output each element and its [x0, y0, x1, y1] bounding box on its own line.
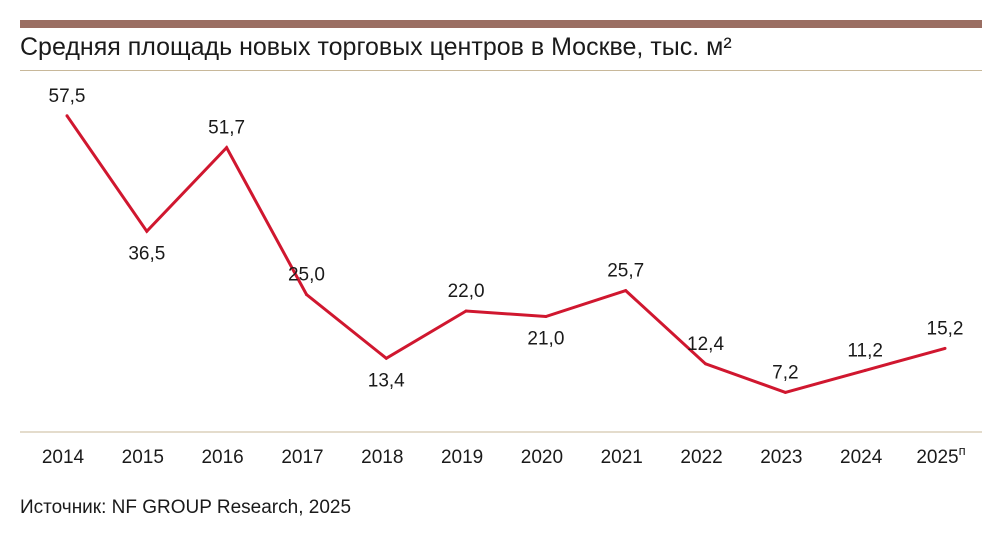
line-chart: 57,5 36,5 51,7 25,0 13,4 22,0 21,0 25,7 12,4 7,2 1… [20, 86, 982, 468]
data-point-2016 [225, 146, 229, 150]
data-label-2021: 25,7 [607, 261, 644, 282]
data-label-2025: 15,2 [927, 318, 964, 339]
data-label-2023: 7,2 [772, 362, 798, 383]
data-label-2016: 51,7 [208, 118, 245, 139]
x-tick-label-2019: 2019 [441, 447, 483, 468]
data-label-2022: 12,4 [687, 334, 724, 355]
data-point-2025 [943, 346, 947, 350]
data-point-2022 [704, 362, 708, 366]
x-tick-label-2014: 2014 [42, 447, 85, 468]
x-tick-label-2023: 2023 [760, 447, 802, 468]
data-label-2018: 13,4 [368, 370, 405, 391]
source-note: Источник: NF GROUP Research, 2025 [20, 497, 352, 518]
x-tick-label-2022: 2022 [680, 447, 722, 468]
x-tick-label-2021: 2021 [601, 447, 643, 468]
data-point-2020 [544, 315, 548, 318]
x-tick-label-2020: 2020 [521, 447, 563, 468]
data-point-2019 [464, 309, 468, 313]
data-label-2020: 21,0 [527, 329, 564, 350]
data-label-2024: 11,2 [847, 340, 883, 361]
x-tick-label-2015: 2015 [122, 447, 164, 468]
data-point-2015 [145, 229, 149, 233]
data-point-2024 [863, 368, 867, 372]
series-line [65, 114, 946, 394]
x-tick-label-2016: 2016 [201, 447, 243, 468]
x-tick-label-2024: 2024 [840, 447, 883, 468]
data-point-2018 [384, 356, 388, 360]
x-tick-label-2017: 2017 [281, 447, 323, 468]
data-label-2014: 57,5 [49, 86, 86, 107]
data-point-2017 [304, 293, 308, 296]
data-point-2023 [783, 390, 787, 394]
x-tick-superscript: п [959, 443, 966, 458]
header-accent-bar [20, 20, 982, 28]
data-point-2014 [65, 114, 69, 118]
chart-title: Средняя площадь новых торговых центров в… [20, 33, 732, 61]
title-divider [20, 70, 982, 71]
data-label-2019: 22,0 [448, 281, 485, 302]
data-label-2017: 25,0 [288, 265, 325, 286]
x-tick-label-2018: 2018 [361, 447, 403, 468]
data-label-2015: 36,5 [128, 243, 165, 264]
data-point-2021 [624, 289, 628, 293]
x-tick-label-2025: 2025п [916, 443, 965, 468]
